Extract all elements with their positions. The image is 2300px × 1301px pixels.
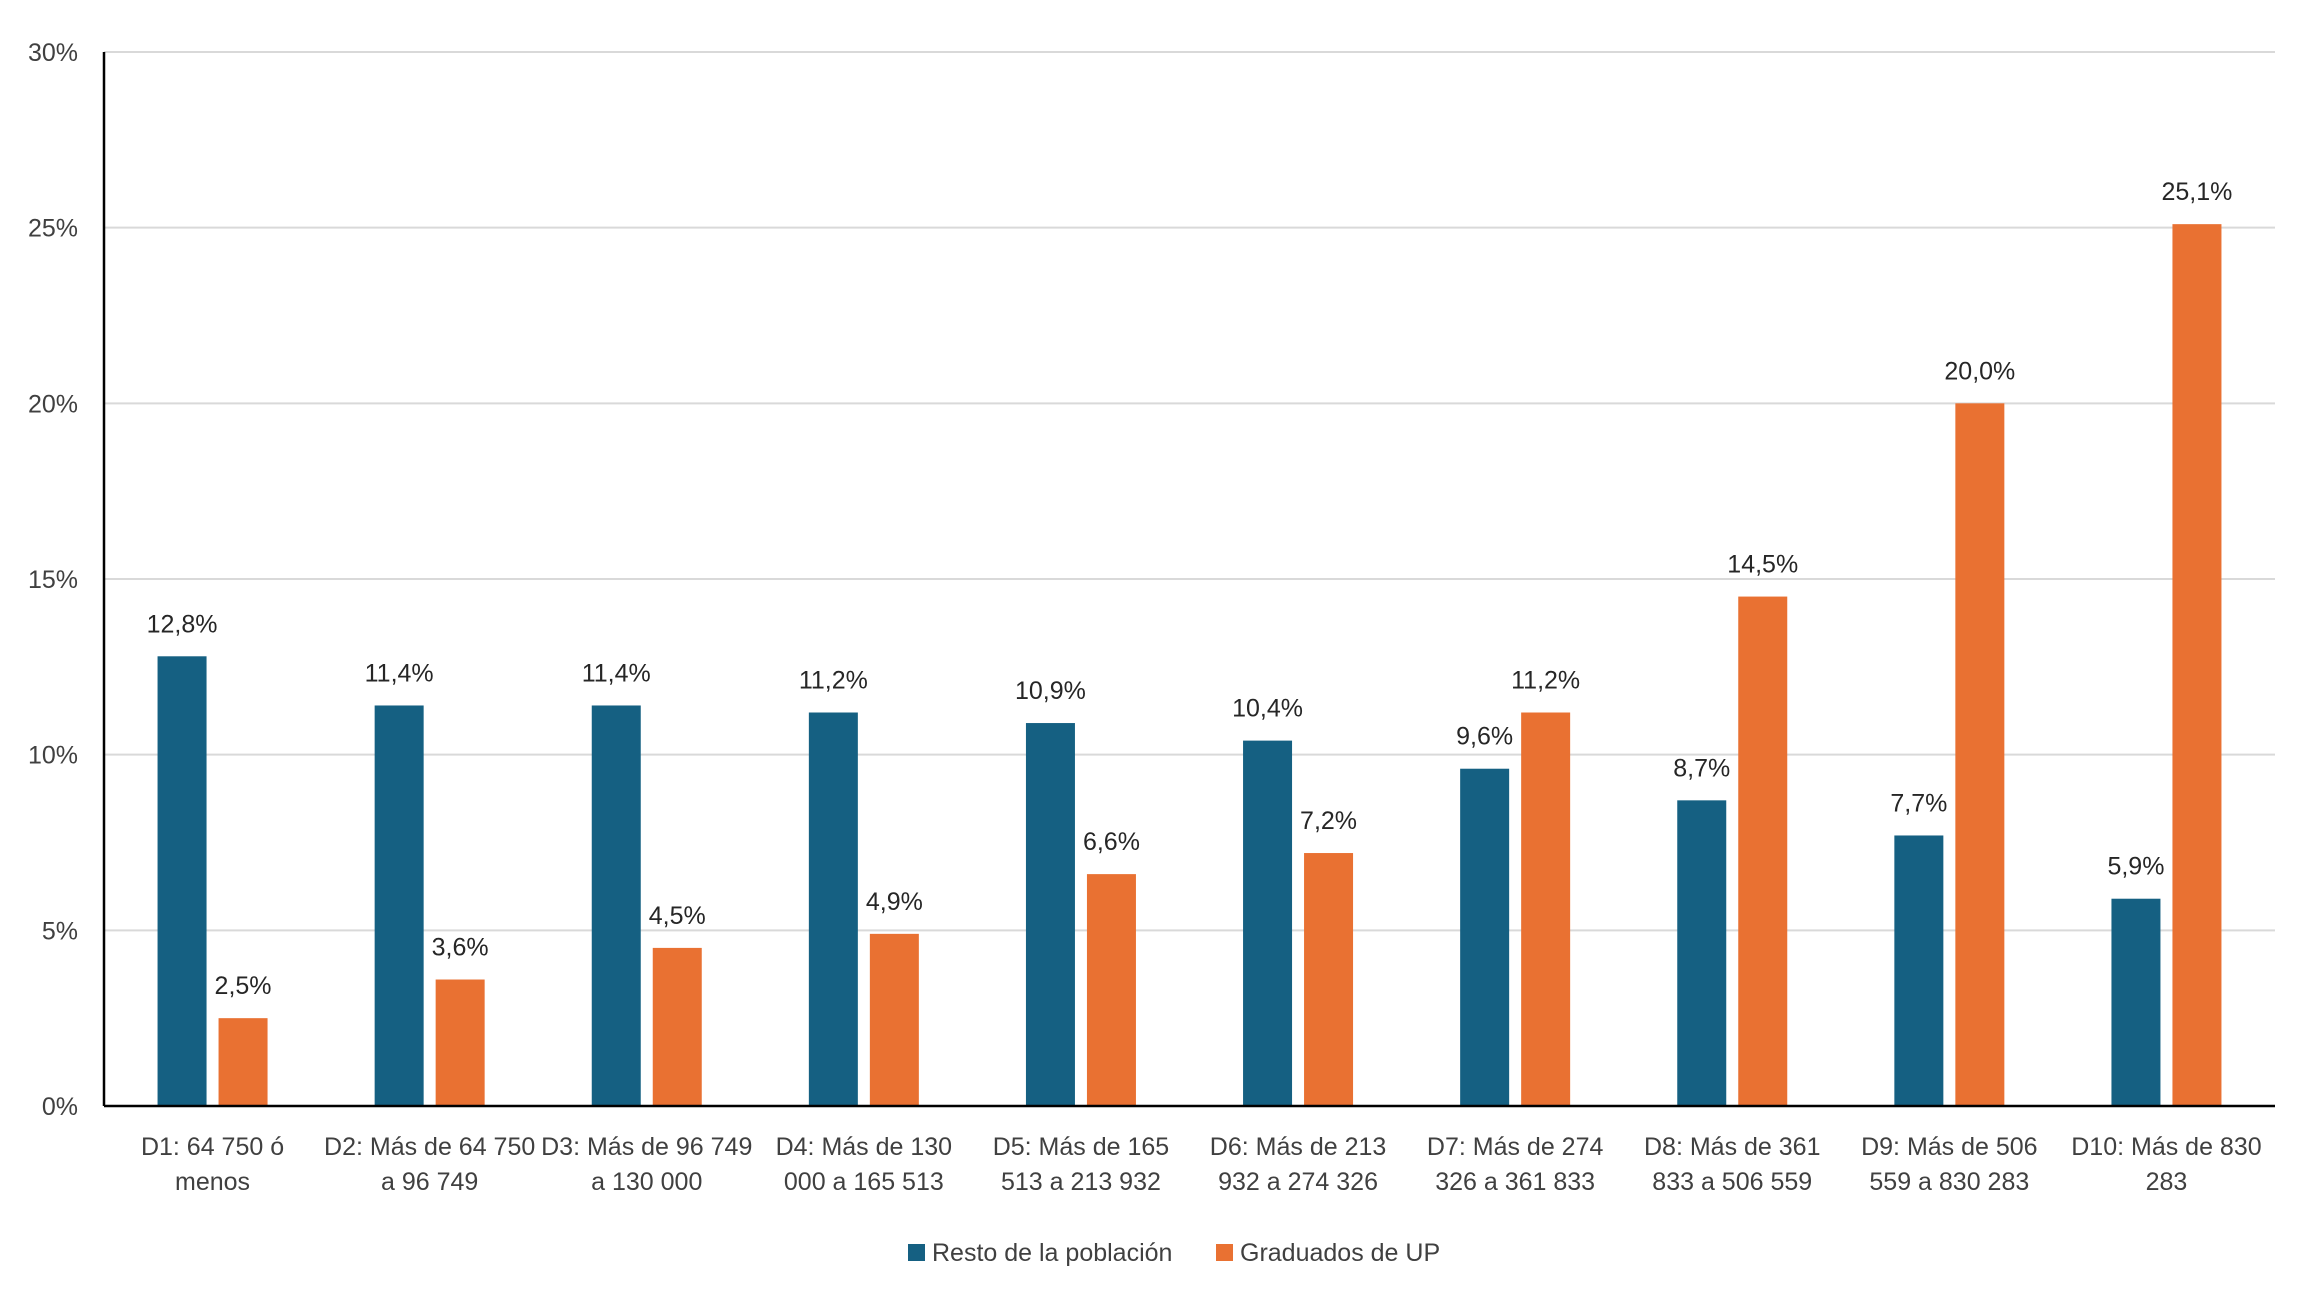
bar-resto (1025, 723, 1075, 1106)
bar-graduados (1955, 403, 2005, 1106)
data-label: 9,6% (1456, 723, 1513, 751)
x-axis: D1: 64 750 ó menos D2: Más de 64 750 a 96 7… (104, 1104, 2275, 1196)
y-tick-label: 20% (28, 390, 78, 418)
y-tick-label: 30% (28, 39, 78, 67)
bar-resto (1894, 835, 1944, 1106)
data-label: 11,2% (1511, 667, 1580, 695)
y-tick-label: 15% (28, 566, 78, 594)
bar-graduados (652, 947, 702, 1106)
y-tick-label: 5% (42, 917, 78, 945)
x-category-label: D6: Más de 213 932 a 274 326 (1210, 1133, 1387, 1196)
y-tick-label: 0% (42, 1093, 78, 1121)
x-category-label: D8: Más de 361 833 a 506 559 (1644, 1133, 1821, 1196)
bar-graduados (218, 1018, 268, 1106)
legend-label: Graduados de UP (1240, 1239, 1440, 1267)
bar-resto (1677, 800, 1727, 1106)
bar-resto (157, 656, 207, 1106)
bar-graduados (1304, 853, 1354, 1106)
bar-graduados (1086, 874, 1136, 1106)
x-category-label: D2: Más de 64 750 a 96 749 (324, 1133, 535, 1196)
bar-graduados (869, 933, 919, 1106)
bar-graduados (1738, 596, 1788, 1106)
y-tick-label: 10% (28, 742, 78, 770)
data-label: 5,9% (2107, 853, 2164, 881)
data-label: 7,2% (1300, 807, 1357, 835)
bar-resto (374, 705, 424, 1106)
bar-graduados (2172, 224, 2222, 1107)
data-label: 6,6% (1083, 828, 1140, 856)
x-category-label: D3: Más de 96 749 a 130 000 (541, 1133, 752, 1196)
y-axis: 0% 5% 10% 15% 20% 25% 30% (28, 39, 106, 1121)
data-label: 7,7% (1890, 789, 1947, 817)
x-category-label: D1: 64 750 ó menos (141, 1133, 284, 1196)
data-label: 12,8% (147, 610, 218, 638)
data-label: 4,5% (649, 902, 706, 930)
x-category-label: D4: Más de 130 000 a 165 513 (776, 1133, 953, 1196)
data-label: 2,5% (215, 972, 272, 1000)
bar-graduados (435, 979, 485, 1106)
data-label: 10,9% (1015, 677, 1086, 705)
data-label: 3,6% (432, 934, 489, 962)
data-label: 11,2% (799, 667, 868, 695)
data-label: 11,4% (365, 659, 434, 687)
legend-label: Resto de la población (932, 1239, 1172, 1267)
legend: Resto de la población Graduados de UP (908, 1239, 1440, 1267)
data-label: 10,4% (1232, 695, 1303, 723)
data-label: 8,7% (1673, 754, 1730, 782)
x-category-label: D9: Más de 506 559 a 830 283 (1861, 1133, 2038, 1196)
bar-resto (808, 712, 858, 1106)
x-category-label: D10: Más de 830 283 (2071, 1133, 2261, 1196)
bar-graduados (1521, 712, 1571, 1106)
data-label: 14,5% (1727, 551, 1798, 579)
bars (157, 224, 2222, 1107)
legend-swatch (1216, 1244, 1233, 1261)
x-category-label: D5: Más de 165 513 a 213 932 (993, 1133, 1170, 1196)
data-labels: 12,8% 2,5% 11,4% 3,6% 11,4% 4,5% 11,2% 4,9% 10,9… (147, 178, 2233, 1000)
bar-resto (2111, 898, 2161, 1106)
gridlines (104, 51, 2275, 932)
data-label: 4,9% (866, 888, 923, 916)
x-category-label: D7: Más de 274 326 a 361 833 (1427, 1133, 1604, 1196)
data-label: 20,0% (1944, 357, 2015, 385)
bar-resto (1460, 768, 1510, 1106)
data-label: 11,4% (582, 659, 651, 687)
bar-resto (591, 705, 641, 1106)
data-label: 25,1% (2162, 178, 2233, 206)
bar-resto (1243, 740, 1293, 1106)
y-tick-label: 25% (28, 215, 78, 243)
legend-swatch (908, 1244, 925, 1261)
